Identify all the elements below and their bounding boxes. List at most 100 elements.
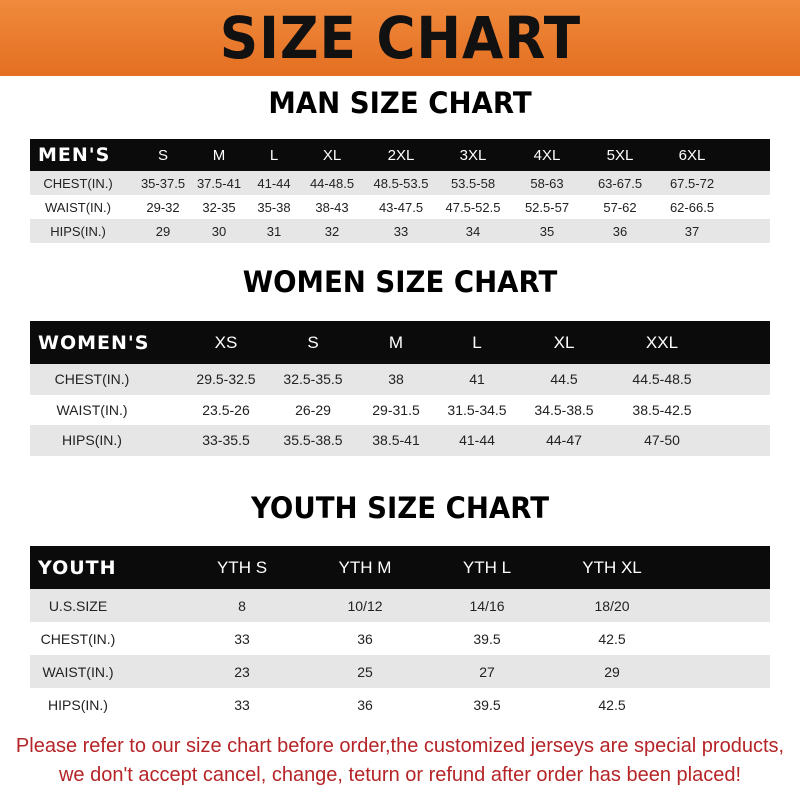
table-cell: 67.5-72	[669, 175, 715, 191]
size-header: YTH S	[216, 557, 268, 577]
table-cell: 35-37.5	[140, 175, 186, 191]
table-cell: 33	[393, 223, 409, 239]
table-cell: 48.5-53.5	[373, 175, 429, 191]
measure-label: HIPS(IN.)	[50, 223, 106, 239]
table-cell: 34	[465, 223, 481, 239]
table-cell: 8	[238, 597, 246, 614]
table-cell: 38.5-41	[372, 432, 420, 449]
measure-label: CHEST(IN.)	[40, 630, 116, 647]
note-line-2: we don't accept cancel, change, teturn o…	[58, 764, 742, 786]
size-header: YTH M	[338, 557, 392, 577]
table-label: YOUTH	[38, 556, 117, 579]
table-cell: 36	[612, 223, 628, 239]
women-size-table: WOMEN'S XS S M L XL XXL CHEST(IN.) 29.5-32.5 32.5…	[30, 321, 770, 456]
banner-title: SIZE CHART	[219, 4, 581, 72]
table-cell: 35.5-38.5	[283, 432, 343, 449]
table-cell: 47.5-52.5	[445, 199, 501, 215]
table-cell: 29-31.5	[372, 401, 420, 418]
table-cell: 42.5	[598, 696, 626, 713]
size-header: 6XL	[678, 146, 706, 164]
measure-label: WAIST(IN.)	[42, 663, 114, 680]
table-cell: 47-50	[644, 432, 680, 449]
table-row: WAIST(IN.) 23.5-26 26-29 29-31.5 31.5-34.5 34…	[30, 394, 770, 425]
table-row: U.S.SIZE 8 10/12 14/16 18/20	[30, 589, 770, 622]
size-header: S	[307, 332, 319, 352]
table-cell: 36	[357, 696, 373, 713]
table-cell: 38-43	[315, 199, 349, 215]
table-cell: 63-67.5	[597, 175, 643, 191]
size-header: 5XL	[606, 146, 634, 164]
youth-size-table: YOUTH YTH S YTH M YTH L YTH XL U.S.SIZE 8 10/12…	[30, 546, 770, 721]
table-cell: 29-32	[146, 199, 180, 215]
table-cell: 53.5-58	[450, 175, 496, 191]
size-header: L	[269, 146, 279, 164]
table-cell: 43-47.5	[378, 199, 424, 215]
size-header: S	[157, 146, 169, 164]
size-header: L	[472, 332, 482, 352]
table-cell: 33-35.5	[202, 432, 250, 449]
table-cell: 35-38	[257, 199, 291, 215]
table-cell: 34.5-38.5	[534, 401, 594, 418]
table-cell: 44-47	[546, 432, 582, 449]
size-header: 2XL	[387, 146, 415, 164]
table-cell: 18/20	[594, 597, 630, 614]
table-cell: 33	[234, 630, 250, 647]
table-cell: 25	[357, 663, 373, 680]
table-cell: 39.5	[473, 630, 501, 647]
table-cell: 41-44	[257, 175, 291, 191]
size-header: XL	[553, 332, 575, 352]
table-cell: 10/12	[347, 597, 383, 614]
table-cell: 14/16	[469, 597, 505, 614]
table-cell: 32.5-35.5	[283, 371, 343, 388]
table-row: CHEST(IN.) 35-37.5 37.5-41 41-44 44-48.5 48.5…	[30, 171, 770, 195]
size-header: XXL	[645, 332, 679, 352]
table-label: WOMEN'S	[38, 331, 150, 354]
table-row: HIPS(IN.) 33-35.5 35.5-38.5 38.5-41 41-44 44-…	[30, 425, 770, 456]
table-row: HIPS(IN.) 33 36 39.5 42.5	[30, 688, 770, 721]
table-cell: 29.5-32.5	[196, 371, 256, 388]
men-size-table: MEN'S S M L XL 2XL 3XL 4XL 5XL 6XL CHEST(IN.) 35-37…	[30, 139, 770, 243]
table-cell: 32-35	[202, 199, 236, 215]
table-cell: 42.5	[598, 630, 626, 647]
measure-label: U.S.SIZE	[48, 597, 108, 614]
table-cell: 29	[155, 223, 171, 239]
table-cell: 38.5-42.5	[632, 401, 692, 418]
measure-label: WAIST(IN.)	[56, 401, 128, 418]
size-header: 3XL	[459, 146, 487, 164]
table-cell: 31	[266, 223, 282, 239]
measure-label: CHEST(IN.)	[43, 175, 113, 191]
table-row: CHEST(IN.) 29.5-32.5 32.5-35.5 38 41 44.5 44.5…	[30, 364, 770, 395]
men-header-row: MEN'S S M L XL 2XL 3XL 4XL 5XL 6XL	[30, 139, 770, 171]
note-line-1: Please refer to our size chart before or…	[15, 735, 785, 757]
size-header: XL	[322, 146, 342, 164]
table-cell: 58-63	[530, 175, 564, 191]
table-cell: 39.5	[473, 696, 501, 713]
table-cell: 37.5-41	[196, 175, 242, 191]
table-cell: 41	[469, 371, 485, 388]
measure-label: WAIST(IN.)	[45, 199, 111, 215]
table-row: WAIST(IN.) 23 25 27 29	[30, 655, 770, 688]
table-row: WAIST(IN.) 29-32 32-35 35-38 38-43 43-47.5 47.…	[30, 195, 770, 219]
table-cell: 30	[211, 223, 227, 239]
size-header: XS	[214, 332, 238, 352]
youth-title: YOUTH SIZE CHART	[250, 491, 550, 525]
banner: SIZE CHART	[0, 0, 800, 76]
table-cell: 27	[479, 663, 495, 680]
table-label: MEN'S	[38, 144, 111, 166]
size-header: YTH L	[462, 557, 512, 577]
table-cell: 37	[684, 223, 700, 239]
measure-label: HIPS(IN.)	[48, 696, 108, 713]
table-cell: 41-44	[459, 432, 495, 449]
table-cell: 23	[234, 663, 250, 680]
size-header: YTH XL	[582, 557, 642, 577]
table-cell: 31.5-34.5	[447, 401, 507, 418]
table-cell: 62-66.5	[669, 199, 715, 215]
table-cell: 44.5	[550, 371, 578, 388]
table-cell: 36	[357, 630, 373, 647]
table-cell: 26-29	[295, 401, 331, 418]
table-cell: 57-62	[603, 199, 637, 215]
size-header: M	[212, 146, 226, 164]
size-header: 4XL	[533, 146, 561, 164]
women-header-row: WOMEN'S XS S M L XL XXL	[30, 321, 770, 364]
table-row: HIPS(IN.) 29 30 31 32 33 34 35 36 37	[30, 219, 770, 243]
